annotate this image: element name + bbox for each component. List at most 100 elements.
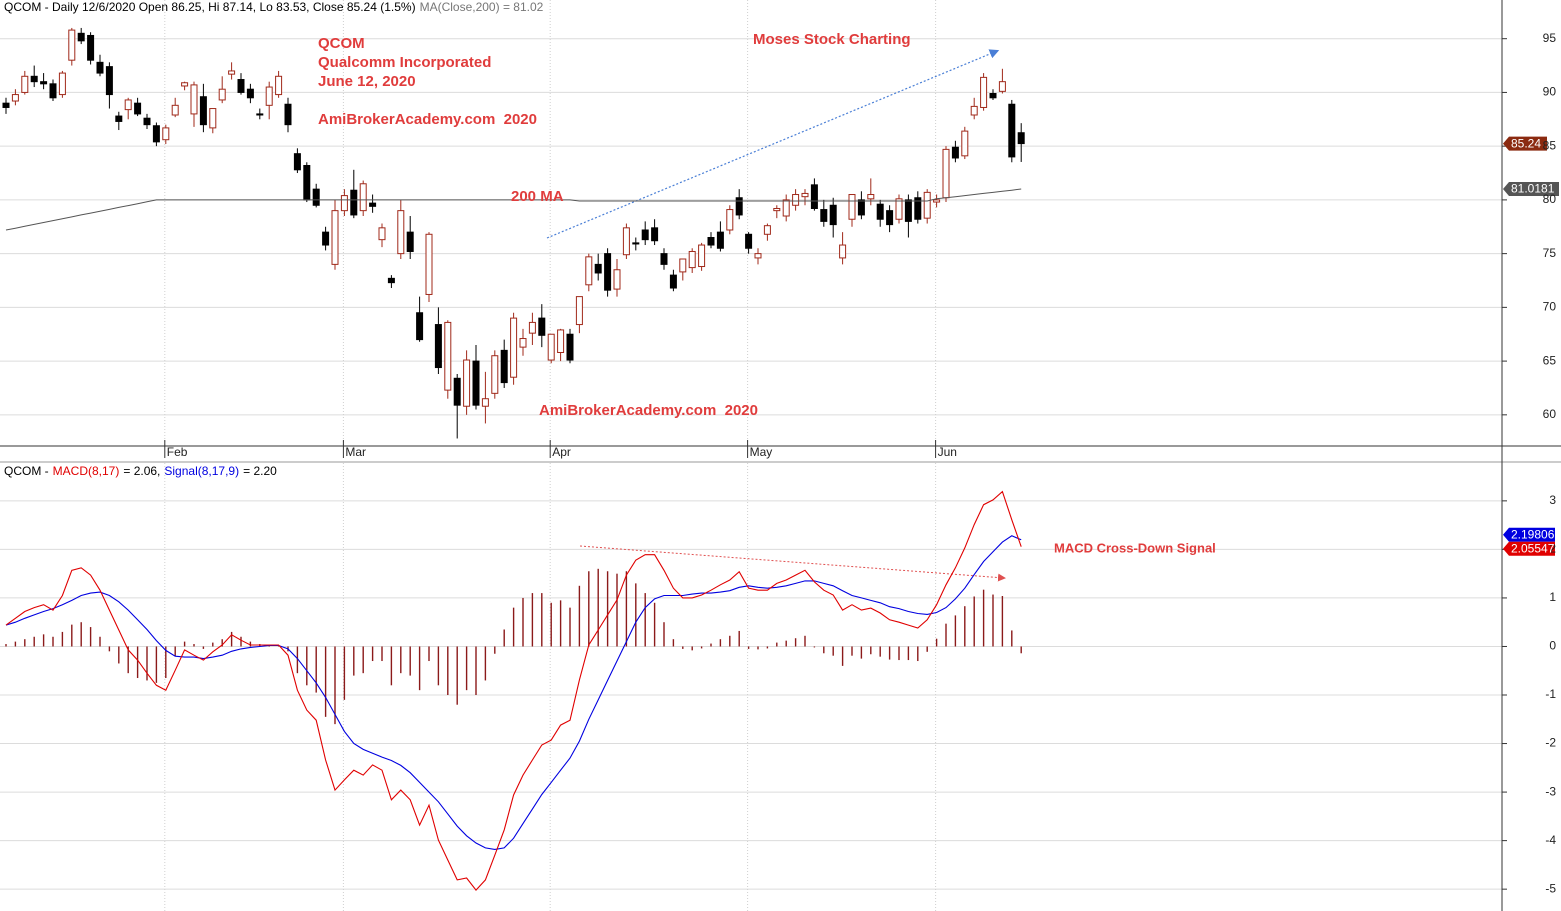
candle-body <box>49 83 57 99</box>
candle-body <box>716 231 724 249</box>
candle-body <box>754 253 762 259</box>
value-tag-label: 81.0181 <box>1511 182 1555 196</box>
candle-body <box>11 94 19 102</box>
y-tick-label: -1 <box>1545 687 1556 701</box>
candle-body <box>810 184 818 209</box>
candle-body <box>980 76 988 108</box>
annotation: MACD Cross-Down Signal <box>1054 540 1216 555</box>
candle-body <box>557 329 565 354</box>
candle-body <box>96 61 104 74</box>
header-part: Signal(8,17,9) <box>164 464 239 478</box>
annotation: QCOM <box>318 35 365 52</box>
candle-body <box>773 207 781 212</box>
mark-layer <box>2 27 1559 891</box>
candle-body <box>1008 103 1016 158</box>
series-line <box>5 188 1022 231</box>
candle-body <box>848 194 856 220</box>
candle-body <box>763 225 771 235</box>
candle-body <box>21 75 29 93</box>
candle-body <box>425 233 433 295</box>
candle-body <box>463 359 471 407</box>
annotation: 200 MA <box>511 188 564 205</box>
y-tick-label: 3 <box>1549 493 1556 507</box>
candle-body <box>58 72 66 96</box>
y-tick-label: 65 <box>1543 353 1557 367</box>
value-tag-label: 2.05547 <box>1511 541 1555 555</box>
candle-body <box>989 92 997 99</box>
y-tick-label: 0 <box>1549 639 1556 653</box>
y-tick-label: -5 <box>1545 881 1556 895</box>
annotation: Moses Stock Charting <box>753 31 911 48</box>
candle-body <box>792 194 800 206</box>
candle-body <box>115 115 123 122</box>
candle-body <box>679 258 687 273</box>
candle-body <box>528 321 536 334</box>
candle-body <box>519 338 527 348</box>
series-line <box>5 535 1022 850</box>
candle-body <box>237 79 245 93</box>
y-tick-label: -2 <box>1545 736 1556 750</box>
candle-body <box>538 317 546 336</box>
y-tick-label: 95 <box>1543 31 1557 45</box>
candle-body <box>199 96 207 126</box>
value-tag-label: 2.19806 <box>1511 527 1555 541</box>
candle-body <box>331 210 339 265</box>
candle-body <box>397 210 405 255</box>
candle-body <box>444 321 452 391</box>
candle-body <box>359 183 367 212</box>
candle-body <box>312 188 320 206</box>
candle-body <box>923 191 931 219</box>
x-tick-label: Feb <box>167 445 188 459</box>
x-tick-label: Mar <box>345 445 366 459</box>
candle-body <box>585 256 593 286</box>
candle-body <box>124 99 132 111</box>
candle-body <box>500 349 508 384</box>
candle-body <box>68 29 76 61</box>
candle-body <box>387 277 395 284</box>
header-part: QCOM - Daily 12/6/2020 Open 86.25, Hi 87… <box>4 0 416 14</box>
y-tick-label: -3 <box>1545 784 1556 798</box>
candle-body <box>575 296 583 326</box>
candle-body <box>406 231 414 252</box>
header-part: QCOM - <box>4 464 49 478</box>
candle-body <box>1017 132 1025 145</box>
candle-body <box>228 70 236 75</box>
x-tick-label: Apr <box>552 445 571 459</box>
y-tick-label: 70 <box>1543 300 1557 314</box>
candle-body <box>162 127 170 141</box>
candle-body <box>30 75 38 83</box>
candle-body <box>651 227 659 242</box>
candle-body <box>256 113 264 116</box>
candle-body <box>190 84 198 115</box>
candle-body <box>867 194 875 200</box>
candle-body <box>933 199 941 203</box>
annotation: AmiBrokerAcademy.com 2020 <box>318 111 537 128</box>
candle-body <box>998 81 1006 92</box>
header-part: MACD(8,17) <box>53 464 120 478</box>
candle-body <box>876 203 884 220</box>
y-tick-label: 60 <box>1543 407 1557 421</box>
candle-body <box>594 263 602 274</box>
candle-body <box>275 75 283 96</box>
candle-body <box>181 82 189 87</box>
candle-body <box>416 312 424 341</box>
y-tick-label: 2 <box>1549 542 1556 556</box>
candle-body <box>434 324 442 369</box>
candle-body <box>904 199 912 222</box>
candle-body <box>735 197 743 216</box>
x-tick-label: Jun <box>938 445 957 459</box>
candle-body <box>209 108 217 129</box>
candle-body <box>284 103 292 126</box>
candle-body <box>782 199 790 217</box>
y-tick-label: 75 <box>1543 246 1557 260</box>
trend-arrow <box>546 49 1000 239</box>
candle-body <box>820 209 828 222</box>
grid-layer <box>0 0 1507 911</box>
candle-body <box>87 34 95 61</box>
candle-body <box>801 192 809 198</box>
candle-body <box>669 274 677 289</box>
candle-body <box>660 253 668 265</box>
